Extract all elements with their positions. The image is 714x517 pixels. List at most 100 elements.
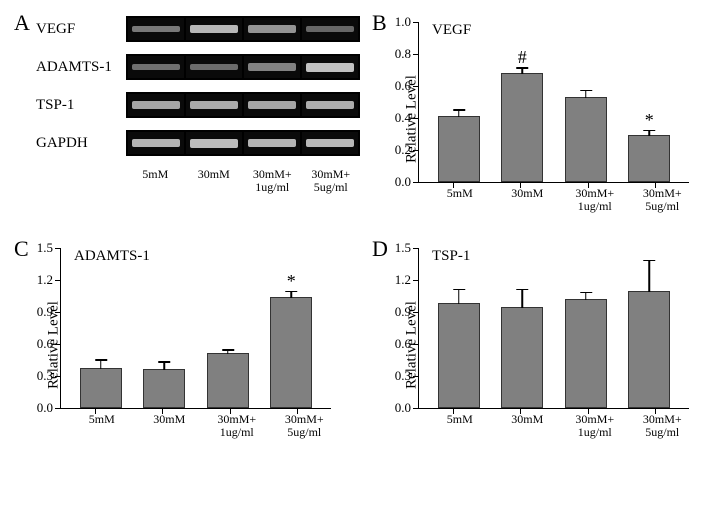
bar: [143, 369, 185, 408]
plot-area: 0.00.20.40.60.81.0#*: [418, 22, 689, 183]
bar-group: [627, 291, 671, 408]
gel-lane: [244, 94, 300, 116]
error-bar: [649, 260, 651, 292]
y-tick-label: 0.0: [37, 400, 61, 416]
gel-band: [190, 64, 237, 70]
significance-marker: *: [287, 272, 296, 290]
gel-row: TSP-1: [36, 92, 360, 118]
gel-row: ADAMTS-1: [36, 54, 360, 80]
gel-row-label: GAPDH: [36, 135, 126, 152]
gel-band: [190, 101, 237, 109]
gel-band: [190, 25, 237, 34]
bar: [438, 116, 480, 182]
bar-group: [206, 353, 250, 408]
plot-area: 0.00.30.60.91.21.5*: [60, 248, 331, 409]
gel-lane: [302, 18, 358, 40]
bar: [565, 97, 607, 182]
error-bar: [585, 292, 587, 301]
x-label: 5mM: [80, 413, 124, 439]
x-tick: [655, 408, 656, 414]
bar: [628, 291, 670, 408]
bar-chart: TSP-1Relative Level0.00.30.60.91.21.55mM…: [368, 236, 714, 454]
bar: [270, 297, 312, 408]
error-bar: [458, 289, 460, 304]
gel-band: [132, 101, 179, 109]
gel-strip: [126, 92, 360, 118]
x-label: 30mM+1ug/ml: [573, 413, 617, 439]
gel-lane: [302, 132, 358, 154]
bars-container: *: [61, 248, 331, 408]
error-bar: [585, 90, 587, 98]
gel-x-labels: 5mM30mM30mM+1ug/ml30mM+5ug/ml: [126, 168, 360, 194]
x-label: 30mM: [505, 187, 549, 213]
gel-band: [248, 25, 295, 33]
x-label: 5mM: [438, 187, 482, 213]
error-bar: [227, 349, 229, 353]
bar-group: [437, 116, 481, 182]
x-label: 5mM: [438, 413, 482, 439]
bar: [80, 368, 122, 408]
bar: [628, 135, 670, 182]
gel-band: [132, 64, 179, 71]
error-bar: [291, 291, 293, 298]
y-tick-label: 0.8: [395, 46, 419, 62]
bar-chart: VEGFRelative Level0.00.20.40.60.81.0#*5m…: [368, 10, 714, 228]
gel-lane: [186, 18, 242, 40]
error-bar: [458, 109, 460, 117]
gel-panel: VEGF ADAMTS-1 TSP-1 GAPDH5mM30mM30mM+1ug/ml…: [10, 10, 360, 194]
error-bar: [522, 289, 524, 308]
gel-lane: [244, 56, 300, 78]
significance-marker: #: [518, 48, 527, 66]
bar: [501, 307, 543, 408]
panel-b: BVEGFRelative Level0.00.20.40.60.81.0#*5…: [368, 10, 714, 228]
bar-group: #: [500, 73, 544, 182]
gel-lane: [128, 18, 184, 40]
gel-row-label: VEGF: [36, 21, 126, 38]
bar-group: [500, 307, 544, 408]
x-label: 30mM+1ug/ml: [573, 187, 617, 213]
x-label: 30mM+5ug/ml: [282, 413, 326, 439]
gel-band: [190, 139, 237, 148]
x-tick: [520, 182, 521, 188]
gel-lane: [128, 132, 184, 154]
y-tick-label: 1.0: [395, 14, 419, 30]
gel-lane: [302, 94, 358, 116]
bar-group: [564, 97, 608, 182]
gel-band: [248, 139, 295, 148]
y-tick-label: 1.5: [37, 240, 61, 256]
y-tick-label: 0.3: [395, 368, 419, 384]
x-tick: [520, 408, 521, 414]
y-tick-label: 0.9: [395, 304, 419, 320]
bar-group: [79, 368, 123, 408]
x-labels: 5mM30mM30mM+1ug/ml30mM+5ug/ml: [60, 413, 346, 439]
gel-strip: [126, 16, 360, 42]
gel-band: [248, 101, 295, 109]
gel-lane: [128, 94, 184, 116]
panel-c: CADAMTS-1Relative Level0.00.30.60.91.21.…: [10, 236, 360, 454]
gel-band: [132, 26, 179, 33]
figure-grid: A VEGFADAMTS-1TSP-1GAPDH5mM30mM30mM+1ug/…: [10, 10, 704, 454]
y-tick-label: 1.5: [395, 240, 419, 256]
bar-group: *: [627, 135, 671, 182]
gel-row: VEGF: [36, 16, 360, 42]
gel-band: [306, 139, 353, 148]
x-tick: [297, 408, 298, 414]
gel-x-label: 30mM+5ug/ml: [302, 168, 361, 194]
gel-band: [306, 63, 353, 72]
gel-row-label: ADAMTS-1: [36, 59, 126, 76]
x-tick: [453, 408, 454, 414]
gel-band: [306, 26, 353, 32]
y-tick-label: 0.3: [37, 368, 61, 384]
x-labels: 5mM30mM30mM+1ug/ml30mM+5ug/ml: [418, 187, 704, 213]
bars-container: #*: [419, 22, 689, 182]
y-tick-label: 0.9: [37, 304, 61, 320]
x-tick: [95, 408, 96, 414]
bar: [501, 73, 543, 182]
panel-a: A VEGFADAMTS-1TSP-1GAPDH5mM30mM30mM+1ug/…: [10, 10, 360, 228]
y-tick-label: 0.6: [395, 78, 419, 94]
bar: [207, 353, 249, 408]
x-tick: [588, 408, 589, 414]
gel-x-label: 30mM+1ug/ml: [243, 168, 302, 194]
gel-lane: [186, 94, 242, 116]
gel-lane: [128, 56, 184, 78]
